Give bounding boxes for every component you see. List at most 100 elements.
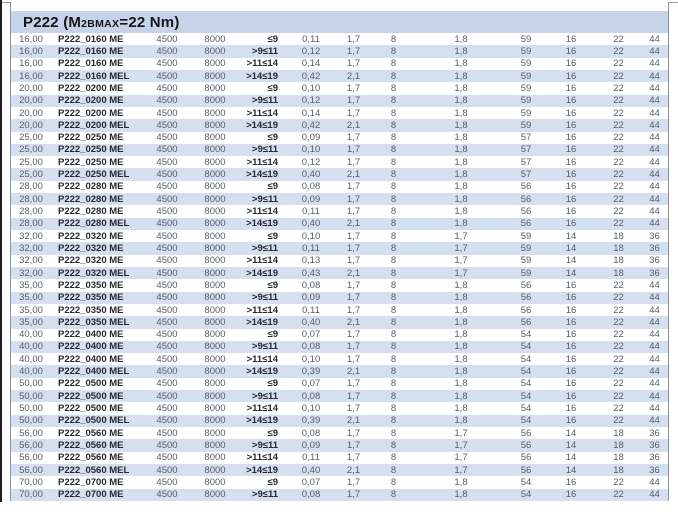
table-cell: 8 (390, 119, 397, 131)
table-row: 25,00 P222_0250 ME 4500 8000 >11≤14 0,12 1,7 8 1… (11, 156, 668, 168)
table-cell: 16 (565, 218, 577, 230)
table-cell: 50,00 (19, 378, 43, 390)
table-cell: 8 (390, 403, 397, 415)
table-cell: P222_0250 ME (58, 156, 124, 168)
table-cell: 54 (520, 341, 532, 353)
table-cell: >11≤14 (246, 403, 278, 415)
table-cell: 1,7 (454, 242, 468, 254)
table-cell: 57 (520, 156, 532, 168)
table-cell: 54 (520, 353, 532, 365)
table-cell: 1,7 (346, 144, 361, 156)
table-cell: 44 (649, 366, 660, 378)
table-cell: 22 (613, 70, 624, 82)
table-cell: 44 (649, 218, 660, 230)
table-cell: 0,08 (301, 279, 321, 291)
table-cell: 8000 (204, 58, 226, 70)
table-cell: 8000 (204, 230, 226, 242)
table-cell: 0,11 (302, 242, 320, 254)
table-cell: 0,40 (301, 464, 321, 476)
table-cell: 4500 (156, 33, 178, 45)
table-cell: 16 (565, 33, 577, 45)
table-cell: 40,00 (19, 329, 43, 341)
table-cell: 1,8 (454, 156, 468, 168)
table-cell: 0,08 (301, 181, 321, 193)
table-cell: 8000 (204, 476, 226, 488)
table-cell: 0,08 (301, 341, 321, 353)
table-cell: >11≤14 (246, 206, 278, 218)
table-cell: 16 (565, 45, 577, 57)
table-cell: 57 (520, 144, 532, 156)
table-row: 16,00 P222_0160 ME 4500 8000 >11≤14 0,14 1,7 8 1… (11, 58, 668, 70)
table-cell: 4500 (156, 452, 178, 464)
table-cell: 1,8 (454, 70, 468, 82)
table-cell: 1,8 (454, 279, 468, 291)
table-cell: 4500 (156, 439, 178, 451)
table-cell: 50,00 (19, 403, 43, 415)
table-cell: P222_0560 ME (58, 439, 124, 451)
table-cell: P222_0500 ME (58, 378, 124, 390)
table-cell: >14≤19 (246, 415, 278, 427)
table-cell: 18 (613, 427, 624, 439)
table-cell: 1,8 (454, 366, 468, 378)
table-row: 16,00 P222_0160 ME 4500 8000 >9≤11 0,12 1,7 8 1,… (11, 45, 668, 58)
table-cell: 4500 (156, 95, 178, 107)
table-cell: 59 (520, 33, 532, 45)
table-cell: 8000 (204, 304, 226, 316)
table-cell: 25,00 (19, 144, 43, 156)
table-cell: 22 (613, 58, 624, 70)
table-cell: 8 (390, 82, 397, 94)
table-cell: 8 (390, 366, 397, 378)
table-cell: 36 (649, 439, 660, 451)
table-row: 50,00 P222_0500 ME 4500 8000 >11≤14 0,10 1,7 8 1… (11, 402, 668, 414)
table-cell: 1,7 (346, 378, 361, 390)
table-cell: 1,8 (454, 415, 468, 427)
table-cell: 54 (520, 390, 532, 402)
table-cell: 8000 (204, 206, 226, 218)
table-cell: 4500 (156, 144, 178, 156)
table-cell: 1,8 (454, 218, 468, 230)
table-cell: 28,00 (19, 218, 43, 230)
table-cell: 8000 (204, 403, 226, 415)
table-cell: 1,7 (346, 82, 361, 94)
table-cell: 44 (649, 206, 660, 218)
table-cell: 1,7 (346, 95, 361, 107)
table-cell: 1,7 (346, 427, 361, 439)
table-cell: 22 (613, 390, 624, 402)
table-cell: 44 (649, 45, 660, 57)
table-cell: P222_0280 ME (58, 181, 124, 193)
table-cell: 44 (649, 70, 660, 82)
table-cell: 4500 (156, 304, 178, 316)
table-cell: 22 (613, 45, 624, 57)
table-cell: 56 (520, 193, 532, 205)
table-cell: 44 (649, 292, 660, 304)
table-cell: 8 (390, 452, 397, 464)
table-cell: 1,8 (454, 304, 468, 316)
table-cell: 1,7 (346, 181, 361, 193)
table-cell: 32,00 (19, 267, 43, 279)
table-body: 16,00 P222_0160 ME 4500 8000 ≤9 0,11 1,7 8 1,8 59… (11, 33, 668, 501)
table-cell: 44 (649, 33, 660, 45)
table-cell: 0,14 (301, 107, 321, 119)
table-cell: 59 (520, 70, 532, 82)
table-cell: >11≤14 (246, 452, 278, 464)
table-cell: 4500 (156, 279, 178, 291)
table-cell: 22 (613, 366, 624, 378)
table-cell: ≤9 (267, 279, 279, 291)
table-cell: 44 (649, 378, 660, 390)
table-cell: 1,8 (454, 390, 468, 402)
table-cell: 8000 (204, 70, 226, 82)
table-cell: 1,7 (346, 255, 361, 267)
table-cell: 54 (520, 415, 532, 427)
table-cell: 40,00 (19, 341, 43, 353)
table-cell: 57 (520, 169, 532, 181)
table-cell: ≤9 (267, 378, 279, 390)
table-cell: 0,10 (301, 230, 321, 242)
table-cell: >14≤19 (246, 464, 278, 476)
table-cell: 44 (649, 82, 660, 94)
table-cell: 8000 (204, 132, 226, 144)
table-row: 70,00 P222_0700 ME 4500 8000 ≤9 0,07 1,7 8 1,8 54… (11, 476, 668, 488)
table-cell: 8000 (204, 144, 226, 156)
table-cell: 22 (613, 132, 624, 144)
table-cell: 1,7 (346, 230, 361, 242)
table-cell: 4500 (156, 415, 178, 427)
